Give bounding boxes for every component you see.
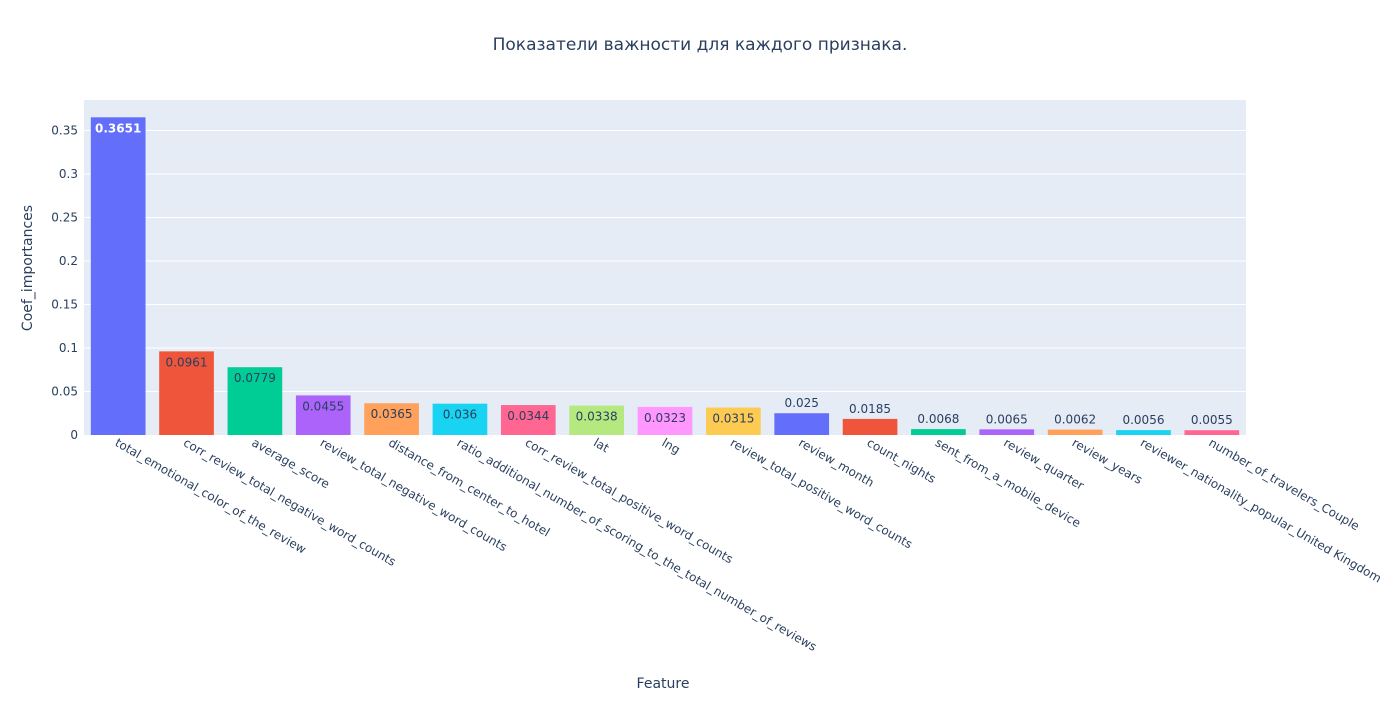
bar bbox=[706, 407, 761, 435]
bar bbox=[364, 403, 419, 435]
bar bbox=[500, 405, 556, 435]
bar bbox=[842, 418, 898, 435]
x-axis-title: Feature bbox=[637, 676, 690, 692]
y-axis-title: Coef_importances bbox=[20, 205, 36, 331]
bar-value-label: 0.0365 bbox=[371, 407, 413, 421]
y-tick-label: 0.2 bbox=[59, 254, 78, 268]
y-tick-label: 0.25 bbox=[51, 210, 78, 224]
y-tick-label: 0.35 bbox=[51, 123, 78, 137]
x-tick-label: lat bbox=[591, 435, 612, 455]
bar-value-label: 0.0455 bbox=[302, 399, 344, 413]
x-tick-label: reviewer_nationality_popular_United King… bbox=[1138, 435, 1384, 585]
bar-value-label: 0.0323 bbox=[644, 411, 686, 425]
bar-value-label: 0.0068 bbox=[917, 412, 959, 426]
bar-value-label: 0.025 bbox=[785, 396, 819, 410]
bar bbox=[774, 413, 830, 435]
bar-value-label: 0.0062 bbox=[1054, 413, 1096, 427]
bar-value-labels: 0.3651 0.0961 0.0779 0.0455 0.0365 0.036 0.034… bbox=[95, 121, 1233, 427]
bar bbox=[90, 117, 146, 435]
bar-value-label: 0.0056 bbox=[1122, 413, 1164, 427]
bar-value-label: 0.0185 bbox=[849, 402, 891, 416]
bar-value-label: 0.0961 bbox=[166, 355, 208, 369]
y-axis-ticks: 0 0.05 0.1 0.15 0.2 0.25 0.3 0.35 bbox=[51, 123, 78, 442]
bar bbox=[911, 429, 966, 435]
bar bbox=[637, 406, 693, 435]
y-tick-label: 0.3 bbox=[59, 167, 78, 181]
bar bbox=[569, 405, 624, 435]
bar bbox=[159, 351, 214, 435]
y-tick-label: 0.1 bbox=[59, 341, 78, 355]
bar bbox=[1047, 429, 1103, 435]
bar bbox=[295, 395, 351, 435]
bar bbox=[432, 403, 488, 435]
bar bbox=[227, 367, 283, 435]
x-axis-ticks: total_emotional_color_of_the_reviewcorr_… bbox=[113, 435, 1384, 654]
y-tick-label: 0.05 bbox=[51, 384, 78, 398]
bar-value-label: 0.0065 bbox=[986, 412, 1028, 426]
chart-title: Показатели важности для каждого признака… bbox=[493, 35, 908, 55]
bar bbox=[1116, 430, 1171, 435]
x-tick-label: lng bbox=[660, 435, 683, 456]
bar-value-label: 0.0315 bbox=[712, 412, 754, 426]
bar-value-label: 0.036 bbox=[443, 408, 477, 422]
bar bbox=[1184, 430, 1240, 435]
y-tick-label: 0 bbox=[70, 428, 78, 442]
y-tick-label: 0.15 bbox=[51, 297, 78, 311]
bars bbox=[90, 117, 1240, 435]
bar-value-label: 0.3651 bbox=[95, 121, 141, 135]
bar-value-label: 0.0779 bbox=[234, 371, 276, 385]
bar-value-label: 0.0055 bbox=[1191, 413, 1233, 427]
bar bbox=[979, 429, 1035, 435]
bar-value-label: 0.0338 bbox=[576, 410, 618, 424]
bar-value-label: 0.0344 bbox=[507, 409, 549, 423]
